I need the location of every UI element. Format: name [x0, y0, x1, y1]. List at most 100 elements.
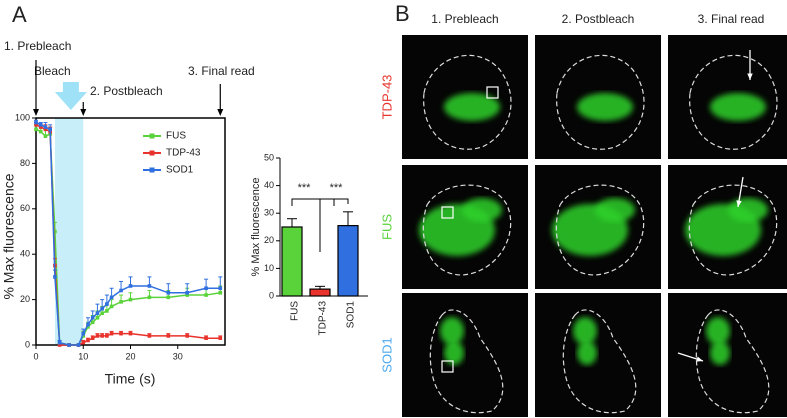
point: [57, 343, 62, 347]
point: [128, 297, 133, 302]
point: [90, 336, 95, 340]
micrograph: [402, 165, 528, 289]
cell-outline: [555, 184, 645, 276]
legend-marker: [149, 150, 155, 156]
point: [166, 334, 171, 338]
green-signal: [706, 317, 730, 345]
point: [67, 343, 71, 347]
point: [81, 331, 86, 336]
point: [128, 331, 133, 336]
point: [81, 340, 86, 345]
micrograph: [668, 293, 787, 417]
point: [100, 311, 104, 316]
point: [34, 120, 38, 125]
point: [53, 275, 57, 279]
point: [109, 295, 114, 300]
point: [185, 293, 189, 297]
y-axis-label: % Max fluorescence: [1, 173, 17, 299]
annotation: Bleach: [34, 64, 71, 78]
cell-outline: [556, 54, 645, 150]
point: [95, 334, 100, 338]
point: [166, 295, 171, 300]
y-tick-label: 40: [264, 180, 274, 190]
green-signal: [440, 317, 464, 345]
green-signal: [595, 198, 635, 222]
y-tick-label: 20: [264, 235, 274, 245]
point: [204, 293, 208, 297]
y-tick-label: 0: [269, 290, 274, 300]
series-line: [35, 121, 221, 346]
legend-marker: [149, 167, 155, 173]
bar: [309, 288, 331, 297]
cell-outline: [689, 54, 778, 150]
green-signal: [462, 198, 502, 222]
green-signal: [444, 93, 500, 121]
cell-outline: [562, 309, 637, 414]
annotation: 1. Prebleach: [4, 39, 71, 53]
x-tick-label: 0: [33, 351, 38, 361]
cell-outline: [423, 54, 512, 150]
point: [218, 286, 223, 291]
point: [34, 127, 38, 132]
green-signal: [728, 198, 768, 222]
bleach-arrow: [54, 82, 87, 110]
point: [119, 288, 123, 293]
x-tick-label: 30: [173, 351, 183, 361]
bar: [337, 225, 359, 297]
x-axis-label: Time (s): [105, 371, 156, 387]
point: [105, 309, 109, 313]
green-signal: [710, 341, 730, 365]
bleach-roi: [441, 360, 454, 373]
y-tick-label: 20: [20, 294, 30, 304]
micrograph: [535, 35, 661, 159]
point: [147, 284, 152, 288]
image-bg: [402, 293, 528, 417]
column-header: 1. Prebleach: [431, 12, 498, 26]
x-tick-label: FUS: [290, 301, 301, 321]
row-label: FUS: [379, 214, 394, 240]
point: [100, 334, 104, 338]
point: [147, 295, 152, 300]
x-tick-label: SOD1: [346, 301, 357, 329]
point: [185, 334, 189, 338]
point: [166, 290, 171, 295]
y-tick-label: 10: [264, 263, 274, 273]
legend-label: SOD1: [166, 165, 194, 176]
point: [109, 304, 114, 309]
arrow-head: [217, 109, 224, 116]
point: [185, 290, 189, 295]
point: [86, 322, 90, 327]
green-signal: [577, 341, 597, 365]
row-label: TDP-43: [379, 75, 394, 120]
point: [81, 334, 86, 338]
arrow-head: [747, 73, 753, 80]
y-tick-label: 50: [264, 152, 274, 162]
point: [86, 325, 90, 329]
point: [43, 125, 48, 129]
y-tick-label: 30: [264, 208, 274, 218]
bracket: [291, 198, 349, 252]
green-signal: [444, 341, 464, 365]
micrograph: [402, 35, 528, 159]
legend-label: TDP-43: [166, 148, 201, 159]
point: [38, 123, 43, 127]
point: [119, 331, 123, 336]
x-tick-label: TDP-43: [318, 301, 329, 336]
y-tick-label: 40: [20, 249, 30, 259]
column-header: 3. Final read: [698, 12, 765, 26]
point: [147, 334, 152, 338]
point: [43, 134, 48, 138]
green-signal: [577, 93, 633, 121]
point: [100, 306, 104, 311]
point: [90, 320, 95, 325]
green-signal: [573, 317, 597, 345]
panel-label: A: [12, 2, 27, 27]
point: [119, 300, 123, 304]
point: [86, 338, 90, 343]
micrograph: [402, 293, 528, 417]
point: [218, 290, 223, 295]
point: [38, 125, 43, 129]
annotation: 2. Postbleach: [90, 84, 163, 98]
y-tick-label: 80: [20, 158, 30, 168]
